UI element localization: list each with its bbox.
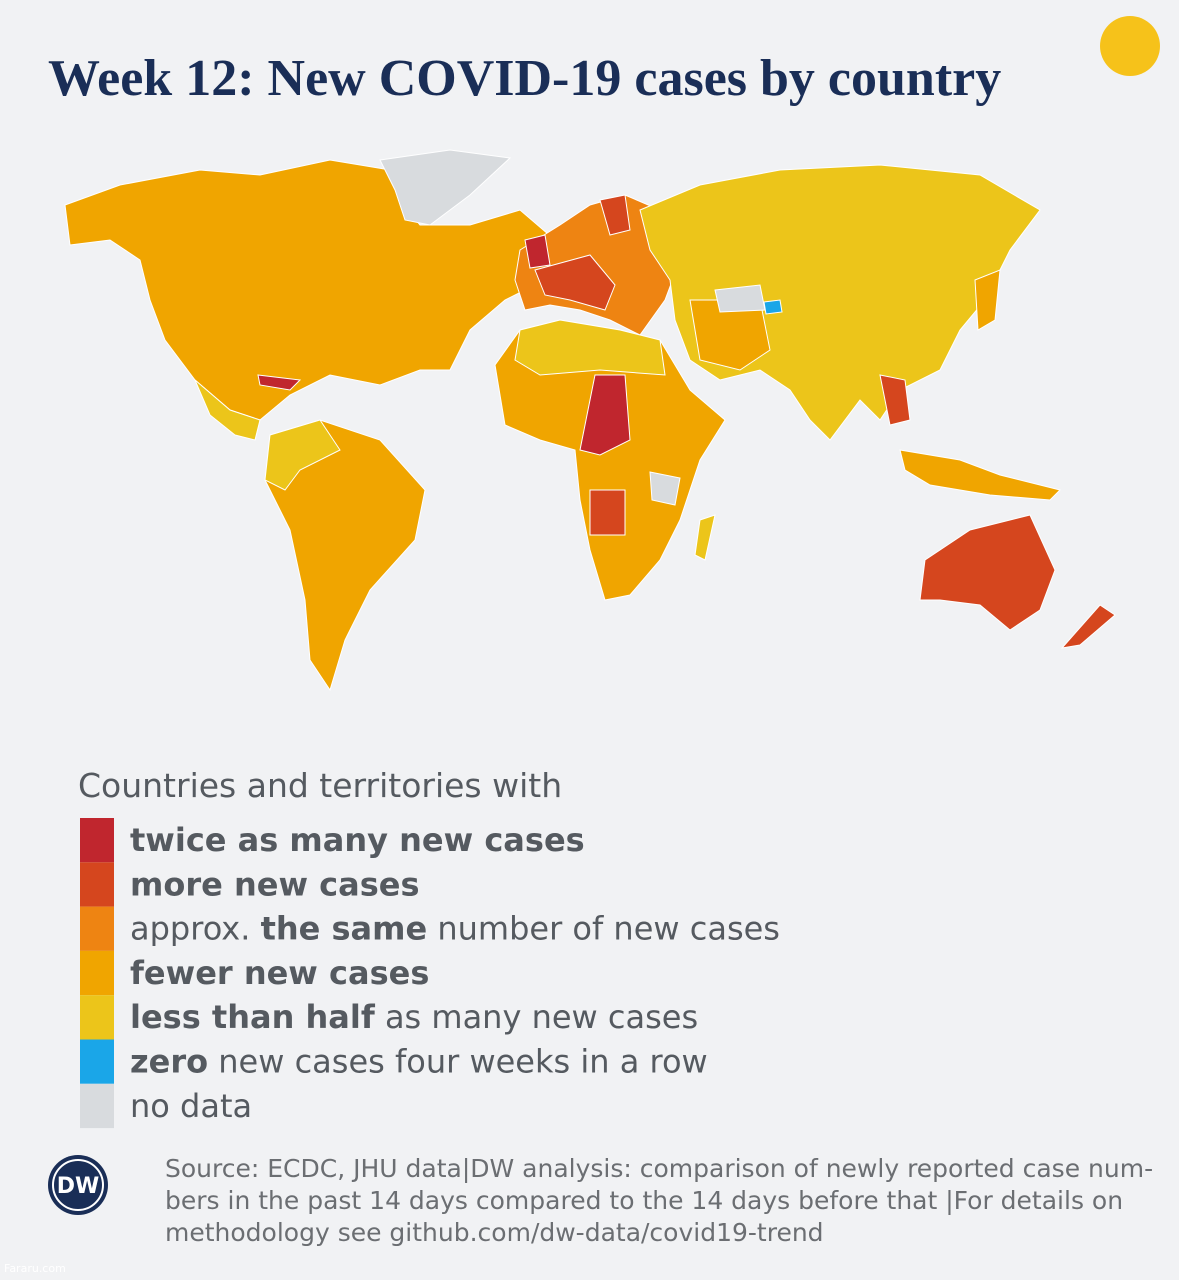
legend-swatch [80, 862, 114, 907]
legend: twice as many new cases more new cases app… [80, 818, 780, 1129]
legend-label: no data [130, 1087, 252, 1125]
legend-swatch [80, 1039, 114, 1084]
logo-ring [52, 1159, 104, 1211]
legend-label-part: more new cases [130, 865, 420, 903]
indonesia [899, 449, 1061, 501]
japan [974, 269, 1001, 331]
legend-label-part: new cases four weeks in a row [208, 1043, 708, 1081]
legend-label-part: fewer new cases [130, 954, 429, 992]
legend-swatch [80, 1083, 114, 1129]
legend-label: more new cases [130, 865, 420, 903]
world-map [64, 149, 1116, 692]
australia [919, 514, 1056, 631]
source-line: Source: ECDC, JHU data|DW analysis: comp… [165, 1154, 1153, 1183]
madagascar [694, 514, 716, 561]
legend-label: fewer new cases [130, 954, 429, 992]
new-zealand [1060, 604, 1116, 649]
legend-heading: Countries and territories with [78, 766, 562, 805]
legend-label-part: the same [261, 910, 428, 948]
publisher-icon [1100, 16, 1160, 76]
indochina [879, 374, 911, 426]
source-line: methodology see github.com/dw-data/covid… [165, 1218, 824, 1247]
legend-label: approx. the same number of new cases [130, 910, 780, 948]
tajikistan [763, 299, 783, 315]
chad-car [579, 374, 631, 456]
finland [599, 194, 631, 236]
south-america [264, 419, 426, 692]
legend-swatch [80, 995, 114, 1040]
legend-label-part: zero [130, 1043, 208, 1081]
central-asia [714, 284, 766, 313]
legend-swatch [80, 818, 114, 863]
tanzania [649, 471, 681, 506]
asia [639, 164, 1041, 441]
angola [589, 489, 626, 536]
north-america [64, 159, 556, 421]
legend-label-part: twice as many new cases [130, 821, 585, 859]
caribbean [257, 374, 302, 391]
legend-label-part: as many new cases [375, 998, 698, 1036]
title: Week 12: New COVID-19 cases by country [48, 50, 1001, 107]
logo-text: DW [57, 1174, 100, 1199]
legend-label-part: number of new cases [427, 910, 780, 948]
legend-label: twice as many new cases [130, 821, 585, 859]
south-america-north [264, 419, 341, 491]
western-europe [534, 254, 616, 311]
north-africa [514, 319, 666, 376]
uk [524, 234, 551, 269]
source-line: bers in the past 14 days compared to the… [165, 1186, 1123, 1215]
legend-label: zero new cases four weeks in a row [130, 1043, 708, 1081]
central-america [194, 379, 261, 441]
watermark: Fararu.com [4, 1262, 66, 1275]
greenland [379, 149, 512, 226]
source: Source: ECDC, JHU data|DW analysis: comp… [165, 1154, 1153, 1247]
legend-swatch [80, 950, 114, 996]
legend-label-part: no data [130, 1087, 252, 1125]
legend-label-part: approx. [130, 910, 261, 948]
legend-swatch [80, 906, 114, 951]
legend-label-part: less than half [130, 998, 376, 1036]
logo-badge [48, 1155, 108, 1215]
legend-label: less than half as many new cases [130, 998, 698, 1036]
